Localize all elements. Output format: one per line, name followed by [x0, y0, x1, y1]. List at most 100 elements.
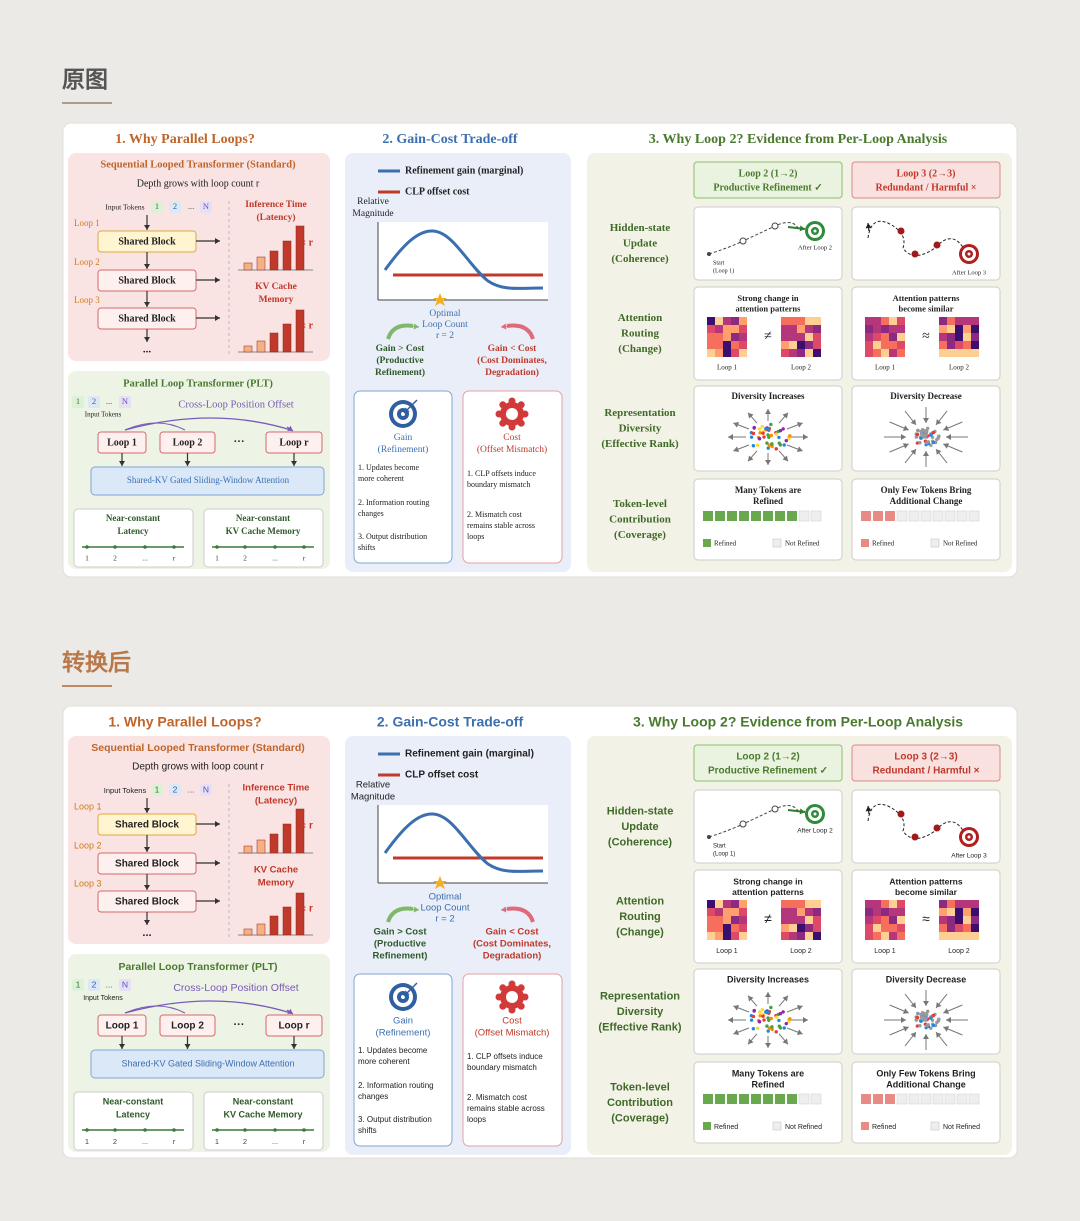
heatmap-cell: [881, 916, 889, 924]
heatmap-cell: [865, 932, 873, 940]
arrow-head: [865, 223, 872, 229]
heatmap-cell: [971, 333, 979, 341]
token-chip: [72, 396, 84, 408]
label: Gain < Cost: [488, 344, 538, 354]
heatmap-cell: [955, 349, 963, 357]
embedding-dot: [915, 441, 920, 445]
heatmap-cell: [715, 908, 723, 916]
cost-card: [462, 390, 563, 564]
heatmap-cell: [707, 349, 715, 357]
embedding-dot: [935, 1020, 939, 1025]
mini-bar: [243, 928, 253, 936]
embedding-dot: [751, 444, 756, 448]
arrow-head: [765, 460, 771, 465]
arrow-head: [215, 277, 220, 283]
label: KV Cache: [255, 282, 297, 292]
heatmap-cell: [715, 325, 723, 333]
label: Degradation): [483, 951, 542, 962]
section-title: 2. Gain-Cost Trade-off: [377, 714, 524, 730]
arrow-head: [782, 455, 788, 462]
embedding-dot: [919, 436, 923, 440]
arrow-head: [910, 419, 916, 425]
heatmap-cell: [707, 908, 715, 916]
token: ...: [106, 396, 112, 406]
card-item: more coherent: [358, 474, 405, 483]
label: After Loop 3: [951, 853, 987, 860]
embedding-dot: [769, 422, 773, 427]
embedding-dot: [918, 441, 922, 445]
token-square: [727, 511, 737, 521]
embedding-dot: [762, 1018, 766, 1022]
arrow-head: [946, 434, 951, 440]
label: (Latency): [255, 796, 297, 807]
row-label: (Effective Rank): [601, 438, 679, 450]
heatmap-cell: [897, 341, 905, 349]
heatmap-cell: [707, 333, 715, 341]
heatmap-cell: [813, 333, 821, 341]
embedding-dot: [931, 440, 936, 445]
trajectory: [708, 805, 799, 838]
card-item: 1. Updates become: [358, 1046, 428, 1055]
heatmap-cell: [739, 325, 747, 333]
embedding-dot: [929, 433, 933, 437]
block-label: Shared Block: [115, 859, 179, 870]
token-chip: [151, 784, 163, 796]
label: ···: [234, 1019, 245, 1031]
loop3-header: [851, 161, 1001, 199]
trajectory: [708, 222, 799, 255]
row-label: (Coherence): [608, 836, 673, 848]
embedding-dot: [924, 1016, 928, 1021]
section-title: 2. Gain-Cost Trade-off: [382, 132, 518, 147]
axis-label: 1: [215, 554, 219, 563]
embedding-dot: [760, 424, 765, 429]
heatmap-cell: [723, 333, 731, 341]
arrow-head: [902, 425, 909, 431]
heatmap-cell: [955, 924, 963, 932]
token-square: [885, 511, 895, 521]
token-square: [810, 1093, 822, 1105]
token: ...: [105, 979, 112, 989]
mini-bar: [269, 915, 279, 936]
arrow-head: [902, 1026, 909, 1032]
arrow-head: [215, 821, 220, 827]
row-label: Attention: [618, 312, 663, 324]
arrow-head: [733, 1004, 740, 1011]
arrow-head: [501, 323, 507, 330]
axis-label: r: [173, 554, 176, 563]
heatmap-cell: [947, 317, 955, 325]
heatmap-cell: [971, 900, 979, 908]
embedding-dot: [767, 1026, 772, 1030]
arrow-head: [936, 419, 942, 425]
state-point: [897, 810, 905, 818]
token-square: [798, 510, 810, 522]
heatmap-cell: [731, 333, 739, 341]
card-item: 1. CLP offsets induce: [467, 1052, 543, 1061]
embedding-dot: [925, 1009, 930, 1014]
state-point: [933, 241, 941, 249]
token-chip: [119, 979, 131, 991]
label: After Loop 2: [798, 244, 832, 251]
arrow-head: [923, 451, 929, 456]
embedding-dot: [766, 1010, 771, 1014]
heatmap-cell: [739, 333, 747, 341]
arrow-head: [144, 847, 150, 852]
arrow-head: [902, 443, 909, 449]
legend-swatch: [861, 539, 869, 547]
embedding-dot: [761, 431, 765, 435]
embedding-dot: [766, 446, 770, 450]
heatmap-cell: [781, 317, 789, 325]
token: 2: [92, 396, 96, 406]
token: 2: [173, 201, 177, 211]
arrow-head: [119, 1044, 125, 1049]
constant-card: [203, 1091, 324, 1151]
embedding-dot: [931, 1023, 936, 1028]
heatmap-cell: [881, 349, 889, 357]
axis-label: 1: [85, 1137, 89, 1146]
arrow-head: [733, 1029, 740, 1036]
card-item: 2. Mismatch cost: [467, 1093, 528, 1102]
loop3-header: [851, 744, 1001, 782]
token-square: [810, 510, 822, 522]
embedding-dot: [758, 1014, 762, 1018]
box-title: Parallel Loop Transformer (PLT): [118, 961, 277, 973]
embedding-dot: [778, 1011, 783, 1016]
